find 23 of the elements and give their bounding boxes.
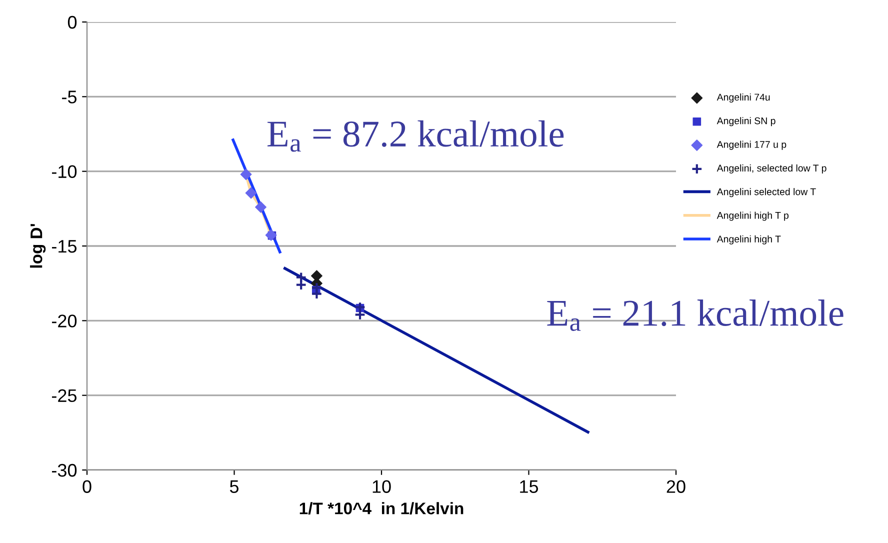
y-tick-label: -15 [52,240,77,253]
legend-label: Angelini high T p [716,212,789,221]
legend-label: Angelini high T [716,235,781,244]
legend-label: Angelini 177 u p [716,140,786,150]
legend-label: Angelini, selected low T p [716,164,826,174]
y-tick-label: -30 [52,464,77,477]
x-tick-label: 15 [520,480,538,493]
x-tick-label: 5 [230,480,239,493]
x-tick-label: 0 [82,480,92,493]
x-axis-title: 1/T *10^4 in 1/Kelvin [300,502,464,515]
x-tick-label: 20 [666,480,686,493]
x-tick-label: 10 [372,480,391,493]
y-tick-label: -25 [52,389,77,402]
legend-label: Angelini SN p [716,117,776,126]
y-tick-label: -10 [52,165,77,178]
annotation: E$_{a}$ = 87.2 kcal/mole [267,120,564,152]
y-tick-label: -20 [52,314,77,328]
legend-label: Angelini 74u [716,93,770,103]
y-tick-label: -5 [62,90,77,104]
y-tick-label: 0 [68,16,77,29]
annotation: E$_{a}$ = 21.1 kcal/mole [547,300,844,331]
legend-label: Angelini selected low T [716,188,816,198]
y-axis-title: log D' [30,224,46,268]
